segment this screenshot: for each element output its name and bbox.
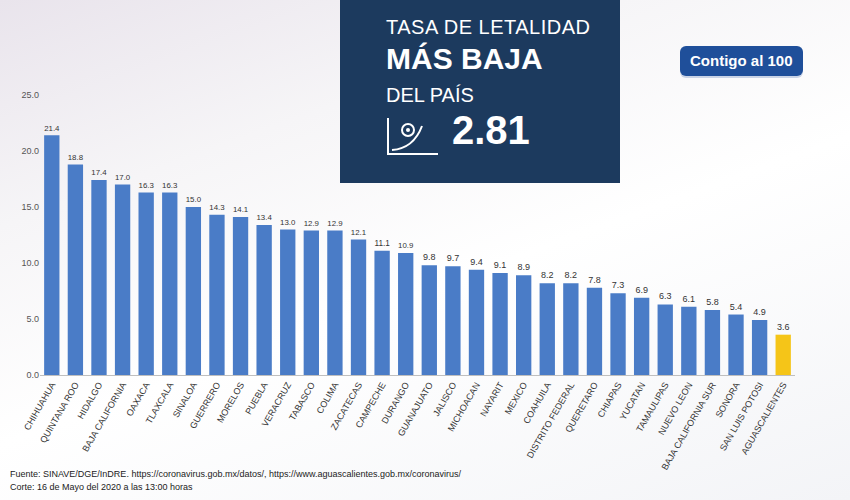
svg-text:12.9: 12.9	[304, 219, 319, 228]
svg-text:15.0: 15.0	[186, 195, 202, 204]
svg-text:7.3: 7.3	[612, 280, 625, 290]
svg-text:9.8: 9.8	[423, 252, 436, 262]
html-text:Fuente: SINAVE/DGE/InDRE. http: Fuente: SINAVE/DGE/InDRE. https://corona…	[10, 469, 461, 479]
html-text:MÁS BAJA: MÁS BAJA	[386, 42, 543, 75]
svg-text:13.0: 13.0	[280, 218, 296, 227]
svg-text:DISTRITO FEDERAL: DISTRITO FEDERAL	[525, 381, 577, 460]
svg-text:11.1: 11.1	[374, 239, 390, 248]
svg-text:TABASCO: TABASCO	[287, 381, 317, 423]
svg-text:14.3: 14.3	[209, 203, 225, 212]
svg-text:CHIHUAHUA: CHIHUAHUA	[22, 381, 57, 432]
svg-text:COAHUILA: COAHUILA	[521, 381, 553, 426]
svg-text:16.3: 16.3	[162, 181, 178, 190]
svg-text:13.4: 13.4	[256, 213, 272, 222]
html-text:DEL PAÍS: DEL PAÍS	[386, 84, 474, 106]
svg-text:5.8: 5.8	[706, 297, 719, 307]
svg-text:5.0: 5.0	[26, 314, 39, 324]
svg-text:DURANGO: DURANGO	[380, 381, 412, 426]
svg-text:YUCATAN: YUCATAN	[618, 381, 647, 422]
svg-text:6.1: 6.1	[683, 294, 696, 304]
svg-text:12.9: 12.9	[327, 219, 342, 228]
svg-text:SAN LUIS POTOSI: SAN LUIS POTOSI	[718, 381, 765, 453]
svg-text:SONORA: SONORA	[713, 381, 741, 420]
svg-text:CHIAPAS: CHIAPAS	[596, 381, 624, 420]
svg-text:NUEVO LEON: NUEVO LEON	[656, 381, 694, 437]
svg-text:3.6: 3.6	[777, 322, 790, 332]
html-text:2.81: 2.81	[452, 108, 530, 152]
svg-text:MORELOS: MORELOS	[215, 381, 246, 425]
svg-text:BAJA CALIFORNIA SUR: BAJA CALIFORNIA SUR	[660, 380, 719, 472]
svg-text:SINALOA: SINALOA	[171, 381, 199, 420]
svg-text:25.0: 25.0	[21, 90, 39, 100]
html-text:Corte: 16 de Mayo del 2020 a l: Corte: 16 de Mayo del 2020 a las 13:00 h…	[10, 482, 193, 492]
svg-text:JALISCO: JALISCO	[431, 381, 458, 418]
svg-text:8.2: 8.2	[565, 270, 578, 280]
svg-text:GUERRERO: GUERRERO	[188, 381, 223, 431]
svg-text:18.8: 18.8	[68, 153, 84, 162]
svg-text:OAXACA: OAXACA	[124, 381, 151, 418]
svg-text:TLAXCALA: TLAXCALA	[144, 381, 176, 426]
svg-text:GUANAJUATO: GUANAJUATO	[396, 381, 435, 439]
svg-text:BAJA CALIFORNIA: BAJA CALIFORNIA	[80, 381, 128, 454]
svg-text:10.0: 10.0	[21, 258, 39, 268]
svg-text:8.9: 8.9	[517, 262, 530, 272]
html-text:Contigo al 100: Contigo al 100	[690, 52, 793, 69]
svg-text:9.1: 9.1	[494, 260, 507, 270]
svg-text:7.8: 7.8	[588, 275, 601, 285]
svg-text:VERACRUZ: VERACRUZ	[260, 380, 294, 428]
svg-text:QUERETARO: QUERETARO	[563, 381, 600, 435]
svg-text:9.7: 9.7	[447, 253, 460, 263]
svg-text:20.0: 20.0	[21, 146, 39, 156]
svg-text:TAMAULIPAS: TAMAULIPAS	[634, 381, 671, 434]
svg-text:16.3: 16.3	[139, 181, 155, 190]
svg-text:AGUASCALIENTES: AGUASCALIENTES	[739, 381, 788, 457]
svg-text:6.3: 6.3	[659, 291, 672, 301]
svg-text:COLIMA: COLIMA	[315, 381, 341, 416]
svg-text:14.1: 14.1	[233, 205, 248, 214]
svg-text:9.4: 9.4	[470, 257, 483, 267]
svg-text:MICHOACAN: MICHOACAN	[446, 381, 482, 434]
html-text:TASA DE LETALIDAD: TASA DE LETALIDAD	[386, 16, 591, 38]
svg-text:5.4: 5.4	[730, 302, 743, 312]
svg-text:PUEBLA: PUEBLA	[243, 381, 269, 417]
svg-text:10.9: 10.9	[398, 241, 413, 250]
svg-text:6.9: 6.9	[635, 285, 648, 295]
svg-text:4.9: 4.9	[753, 307, 766, 317]
svg-text:17.4: 17.4	[91, 168, 107, 177]
svg-text:NAYARIT: NAYARIT	[478, 380, 506, 418]
svg-text:ZACATECAS: ZACATECAS	[329, 381, 364, 432]
svg-text:0.0: 0.0	[26, 370, 39, 380]
svg-text:MEXICO: MEXICO	[503, 381, 529, 417]
svg-text:15.0: 15.0	[21, 202, 39, 212]
svg-text:CAMPECHE: CAMPECHE	[354, 381, 388, 430]
svg-text:8.2: 8.2	[541, 270, 554, 280]
svg-text:HIDALGO: HIDALGO	[76, 381, 105, 421]
svg-text:21.4: 21.4	[44, 124, 60, 133]
svg-text:12.1: 12.1	[351, 228, 366, 237]
svg-text:QUINTANA ROO: QUINTANA ROO	[38, 381, 81, 445]
svg-text:17.0: 17.0	[115, 173, 131, 182]
